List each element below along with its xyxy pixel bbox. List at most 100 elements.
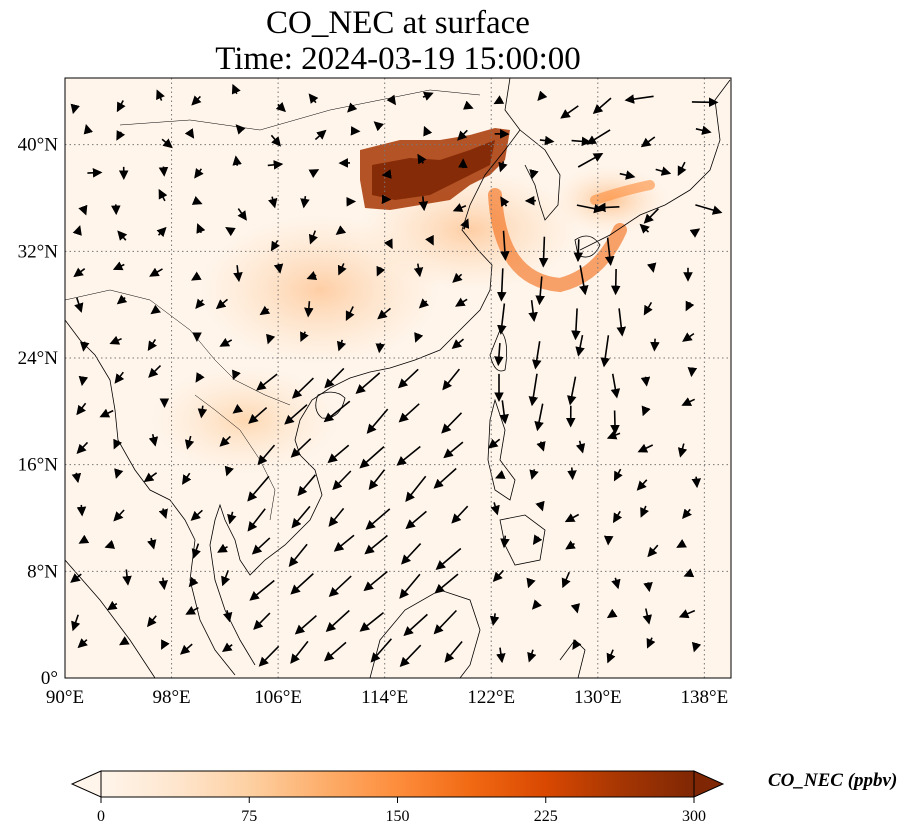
wind-arrow (308, 93, 319, 104)
wind-arrow (579, 265, 589, 296)
wind-arrow (188, 576, 199, 588)
wind-arrow (600, 335, 610, 368)
wind-arrow (612, 510, 623, 524)
laos-border (194, 394, 276, 521)
lon-tick-label: 98°E (152, 687, 190, 708)
wind-arrow (526, 577, 536, 589)
map-title-line1: CO_NEC at surface (266, 5, 530, 41)
wind-arrow (695, 125, 712, 135)
wind-arrow (291, 505, 311, 529)
wind-arrow (687, 367, 698, 378)
wind-arrow (567, 467, 577, 481)
wind-arrow (232, 403, 244, 414)
wind-arrow (232, 155, 242, 166)
wind-arrow (610, 373, 621, 399)
wind-arrow (500, 196, 510, 207)
lat-tick-label: 8°N (27, 561, 58, 582)
wind-arrow (113, 438, 123, 450)
wind-arrow (535, 500, 545, 512)
wind-arrow (324, 367, 345, 389)
wind-arrow (258, 645, 280, 667)
wind-arrow (72, 225, 82, 236)
wind-arrow (529, 469, 539, 480)
mongolia-border (119, 89, 481, 131)
wind-arrow (567, 376, 577, 406)
wind-arrow (418, 196, 429, 212)
wind-arrow (463, 100, 474, 110)
wind-arrow (247, 508, 266, 532)
wind-arrow (650, 338, 660, 352)
wind-arrow (248, 407, 268, 424)
wind-arrow (442, 368, 461, 391)
wind-arrow (222, 642, 233, 653)
wind-arrow (333, 534, 355, 552)
coastlines (65, 78, 731, 678)
wind-arrow (284, 404, 308, 425)
lon-tick-label: 114°E (361, 687, 408, 708)
wind-arrow (195, 298, 206, 310)
wind-arrow (613, 468, 623, 482)
wind-arrow (610, 268, 621, 296)
wind-arrow (377, 307, 392, 320)
wind-arrow (267, 160, 284, 170)
wind-arrow (682, 332, 695, 342)
lon-tick-label: 90°E (46, 687, 84, 708)
colorbar-extend-min (70, 770, 102, 798)
map-title-line2: Time: 2024-03-19 15:00:00 (215, 41, 581, 77)
wind-arrow (643, 301, 653, 316)
hainan (315, 391, 346, 419)
wind-arrow (270, 240, 280, 252)
wind-arrow (677, 443, 688, 458)
wind-arrow (418, 298, 430, 309)
wind-arrow (194, 168, 204, 179)
wind-arrow (401, 543, 422, 565)
wind-arrow (532, 534, 543, 546)
wind-arrow (619, 170, 636, 180)
wind-arrow (586, 129, 611, 145)
wind-arrow (215, 298, 229, 310)
wind-arrow (451, 338, 465, 350)
wind-arrow (386, 94, 397, 106)
wind-arrow (642, 608, 652, 625)
wind-arrow (227, 511, 237, 525)
wind-arrow (398, 403, 420, 423)
borneo (369, 589, 481, 678)
wind-arrow (565, 540, 576, 550)
wind-arrow (640, 505, 649, 518)
wind-arrow (683, 568, 695, 578)
wind-arrow (487, 438, 501, 449)
wind-arrow (122, 569, 132, 586)
colorbar-tick-label: 75 (241, 808, 257, 825)
wind-arrow (304, 301, 314, 318)
wind-arrow (451, 505, 469, 524)
wind-arrow (528, 300, 538, 322)
wind-arrow (219, 337, 233, 347)
wind-arrow (259, 305, 271, 316)
wind-arrow (76, 504, 87, 517)
wind-arrow (643, 581, 653, 593)
wind-arrow (433, 467, 457, 489)
wind-arrow (116, 130, 126, 141)
lon-tick-label: 138°E (681, 687, 729, 708)
wind-arrow (570, 603, 581, 614)
lat-tick-label: 0° (41, 668, 58, 689)
wind-arrow (257, 444, 276, 466)
wind-arrow (536, 441, 546, 452)
wind-arrow (528, 373, 539, 407)
wind-arrow (182, 472, 192, 485)
wind-arrow (414, 332, 424, 343)
wind-arrow (273, 263, 284, 274)
wind-arrow (691, 476, 702, 489)
wind-arrow (109, 335, 122, 345)
map-frame (64, 77, 732, 679)
wind-arrow (355, 372, 381, 394)
wind-arrow (150, 304, 161, 315)
india-coast (65, 319, 119, 441)
wind-arrow (539, 135, 555, 146)
wind-arrow (455, 297, 468, 307)
wind-arrow (575, 440, 586, 454)
wind-arrow (364, 534, 388, 555)
china-inland-border (65, 289, 291, 406)
wind-arrow (596, 202, 620, 213)
